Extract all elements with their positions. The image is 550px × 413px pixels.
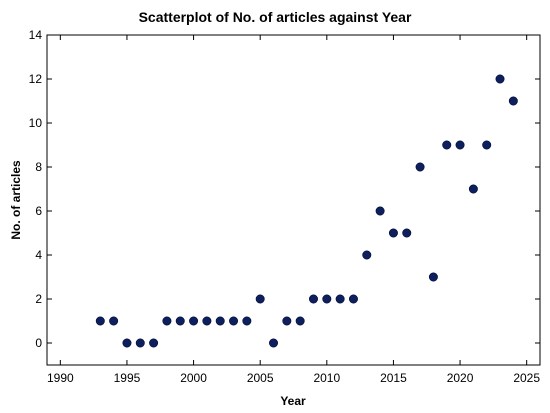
x-axis-label: Year [280, 394, 306, 408]
data-point [455, 140, 465, 150]
data-point [255, 294, 265, 304]
data-point [442, 140, 452, 150]
x-tick-label: 2005 [247, 371, 274, 385]
y-tick-label: 10 [29, 116, 43, 130]
x-tick-label: 2010 [313, 371, 340, 385]
data-point [348, 294, 358, 304]
data-point [508, 96, 518, 106]
x-tick-label: 2025 [513, 371, 540, 385]
data-point [428, 272, 438, 282]
data-point [202, 316, 212, 326]
data-point [95, 316, 105, 326]
x-tick-label: 1995 [114, 371, 141, 385]
x-tick-label: 2015 [380, 371, 407, 385]
data-point [482, 140, 492, 150]
data-point [335, 294, 345, 304]
data-point [308, 294, 318, 304]
y-axis-label: No. of articles [9, 160, 23, 240]
data-point [282, 316, 292, 326]
data-point [189, 316, 199, 326]
data-point [215, 316, 225, 326]
data-point [135, 338, 145, 348]
data-point [362, 250, 372, 260]
data-point [415, 162, 425, 172]
y-axis: 0 2 4 6 8 10 12 14 [29, 28, 540, 350]
data-point [242, 316, 252, 326]
x-tick-label: 2000 [180, 371, 207, 385]
x-tick-label: 1990 [47, 371, 74, 385]
data-point [388, 228, 398, 238]
data-point [402, 228, 412, 238]
data-point [468, 184, 478, 194]
x-tick-label: 2020 [447, 371, 474, 385]
data-point [162, 316, 172, 326]
chart-title: Scatterplot of No. of articles against Y… [139, 9, 412, 25]
data-point [175, 316, 185, 326]
data-point [109, 316, 119, 326]
y-tick-label: 4 [35, 248, 42, 262]
data-point [269, 338, 279, 348]
y-tick-label: 14 [29, 28, 43, 42]
data-point [149, 338, 159, 348]
data-point [295, 316, 305, 326]
y-tick-label: 6 [35, 204, 42, 218]
data-point [229, 316, 239, 326]
data-point [495, 74, 505, 84]
x-axis: 1990 1995 2000 2005 2010 2015 2020 2025 [47, 35, 540, 385]
data-points [95, 74, 518, 348]
y-tick-label: 8 [35, 160, 42, 174]
data-point [122, 338, 132, 348]
data-point [375, 206, 385, 216]
y-tick-label: 0 [35, 336, 42, 350]
data-point [322, 294, 332, 304]
plot-area-frame [46, 34, 541, 366]
y-tick-label: 12 [29, 72, 43, 86]
y-tick-label: 2 [35, 292, 42, 306]
